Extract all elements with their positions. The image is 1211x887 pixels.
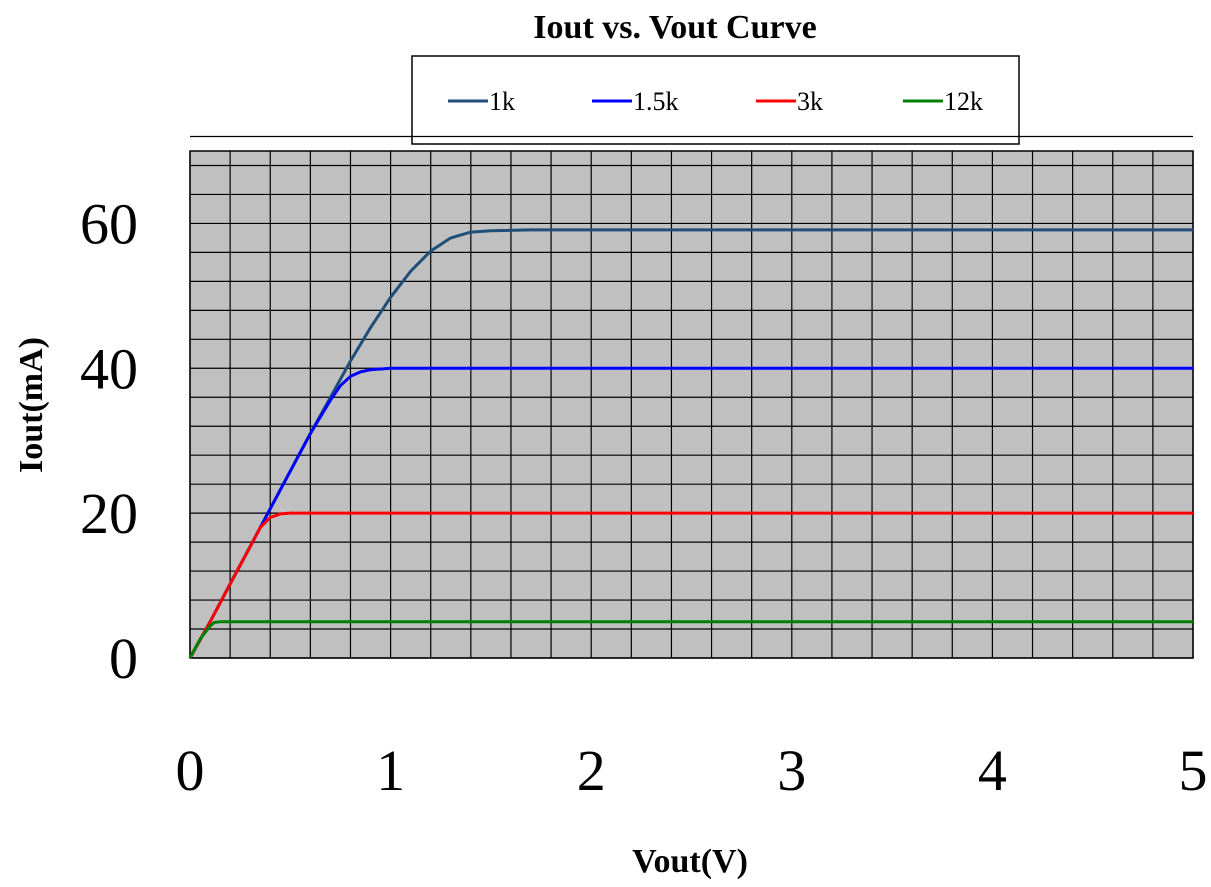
legend-label: 3k (797, 87, 823, 116)
y-tick-label: 20 (80, 481, 138, 546)
x-axis-ticks: 0 1 2 3 4 5 (176, 738, 1208, 803)
series-line-12k (188, 620, 1193, 659)
x-axis-title: Vout(V) (632, 843, 748, 880)
legend: 1k 1.5k 3k 12k (411, 55, 1020, 145)
series-lines (188, 228, 1193, 659)
legend-label: 1.5k (633, 87, 679, 116)
chart-title: Iout vs. Vout Curve (533, 9, 816, 46)
y-tick-label: 0 (109, 626, 138, 691)
x-tick-label: 1 (376, 738, 405, 803)
y-tick-label: 60 (80, 191, 138, 256)
plot-area (189, 150, 1194, 659)
y-axis-title: Iout(mA) (13, 337, 50, 473)
legend-label: 1k (489, 87, 515, 116)
x-tick-label: 4 (978, 738, 1007, 803)
x-tick-label: 0 (176, 738, 205, 803)
series-line-3k (188, 511, 1193, 659)
legend-label: 12k (944, 87, 983, 116)
plot-background (189, 150, 1194, 659)
x-tick-label: 5 (1179, 738, 1208, 803)
y-axis-ticks: 0 20 40 60 (80, 191, 138, 691)
y-tick-label: 40 (80, 336, 138, 401)
x-tick-label: 3 (777, 738, 806, 803)
x-tick-label: 2 (577, 738, 606, 803)
